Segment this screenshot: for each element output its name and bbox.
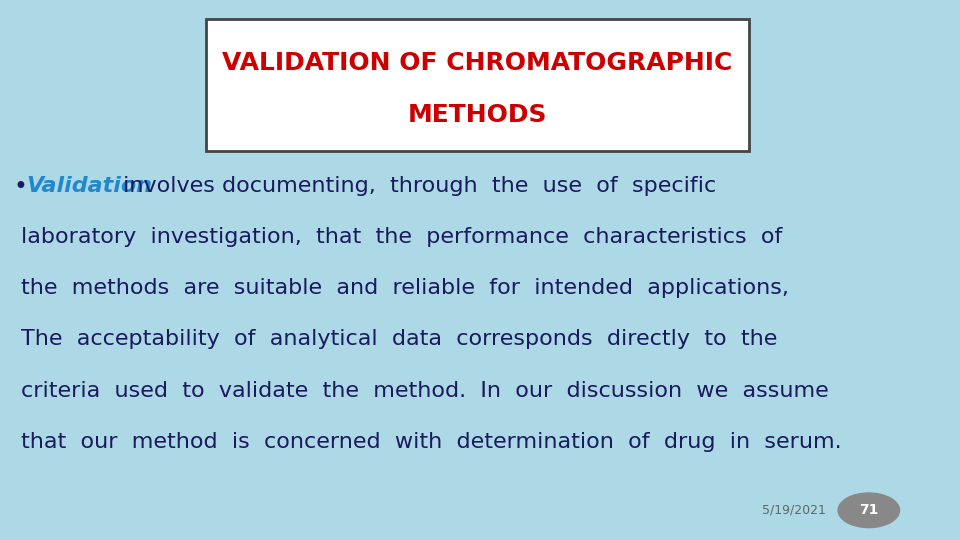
- FancyBboxPatch shape: [206, 19, 749, 151]
- Text: Validation: Validation: [26, 176, 152, 195]
- Text: criteria  used  to  validate  the  method.  In  our  discussion  we  assume: criteria used to validate the method. In…: [21, 381, 828, 401]
- Text: the  methods  are  suitable  and  reliable  for  intended  applications,: the methods are suitable and reliable fo…: [21, 278, 789, 298]
- Text: 71: 71: [859, 503, 878, 517]
- Text: involves documenting,  through  the  use  of  specific: involves documenting, through the use of…: [116, 176, 716, 195]
- Text: laboratory  investigation,  that  the  performance  characteristics  of: laboratory investigation, that the perfo…: [21, 227, 782, 247]
- Text: METHODS: METHODS: [408, 104, 547, 127]
- Text: •: •: [13, 176, 27, 199]
- Text: 5/19/2021: 5/19/2021: [761, 504, 826, 517]
- Text: that  our  method  is  concerned  with  determination  of  drug  in  serum.: that our method is concerned with determ…: [21, 432, 842, 452]
- Text: The  acceptability  of  analytical  data  corresponds  directly  to  the: The acceptability of analytical data cor…: [21, 329, 778, 349]
- Text: VALIDATION OF CHROMATOGRAPHIC: VALIDATION OF CHROMATOGRAPHIC: [223, 51, 732, 75]
- Circle shape: [838, 493, 900, 528]
